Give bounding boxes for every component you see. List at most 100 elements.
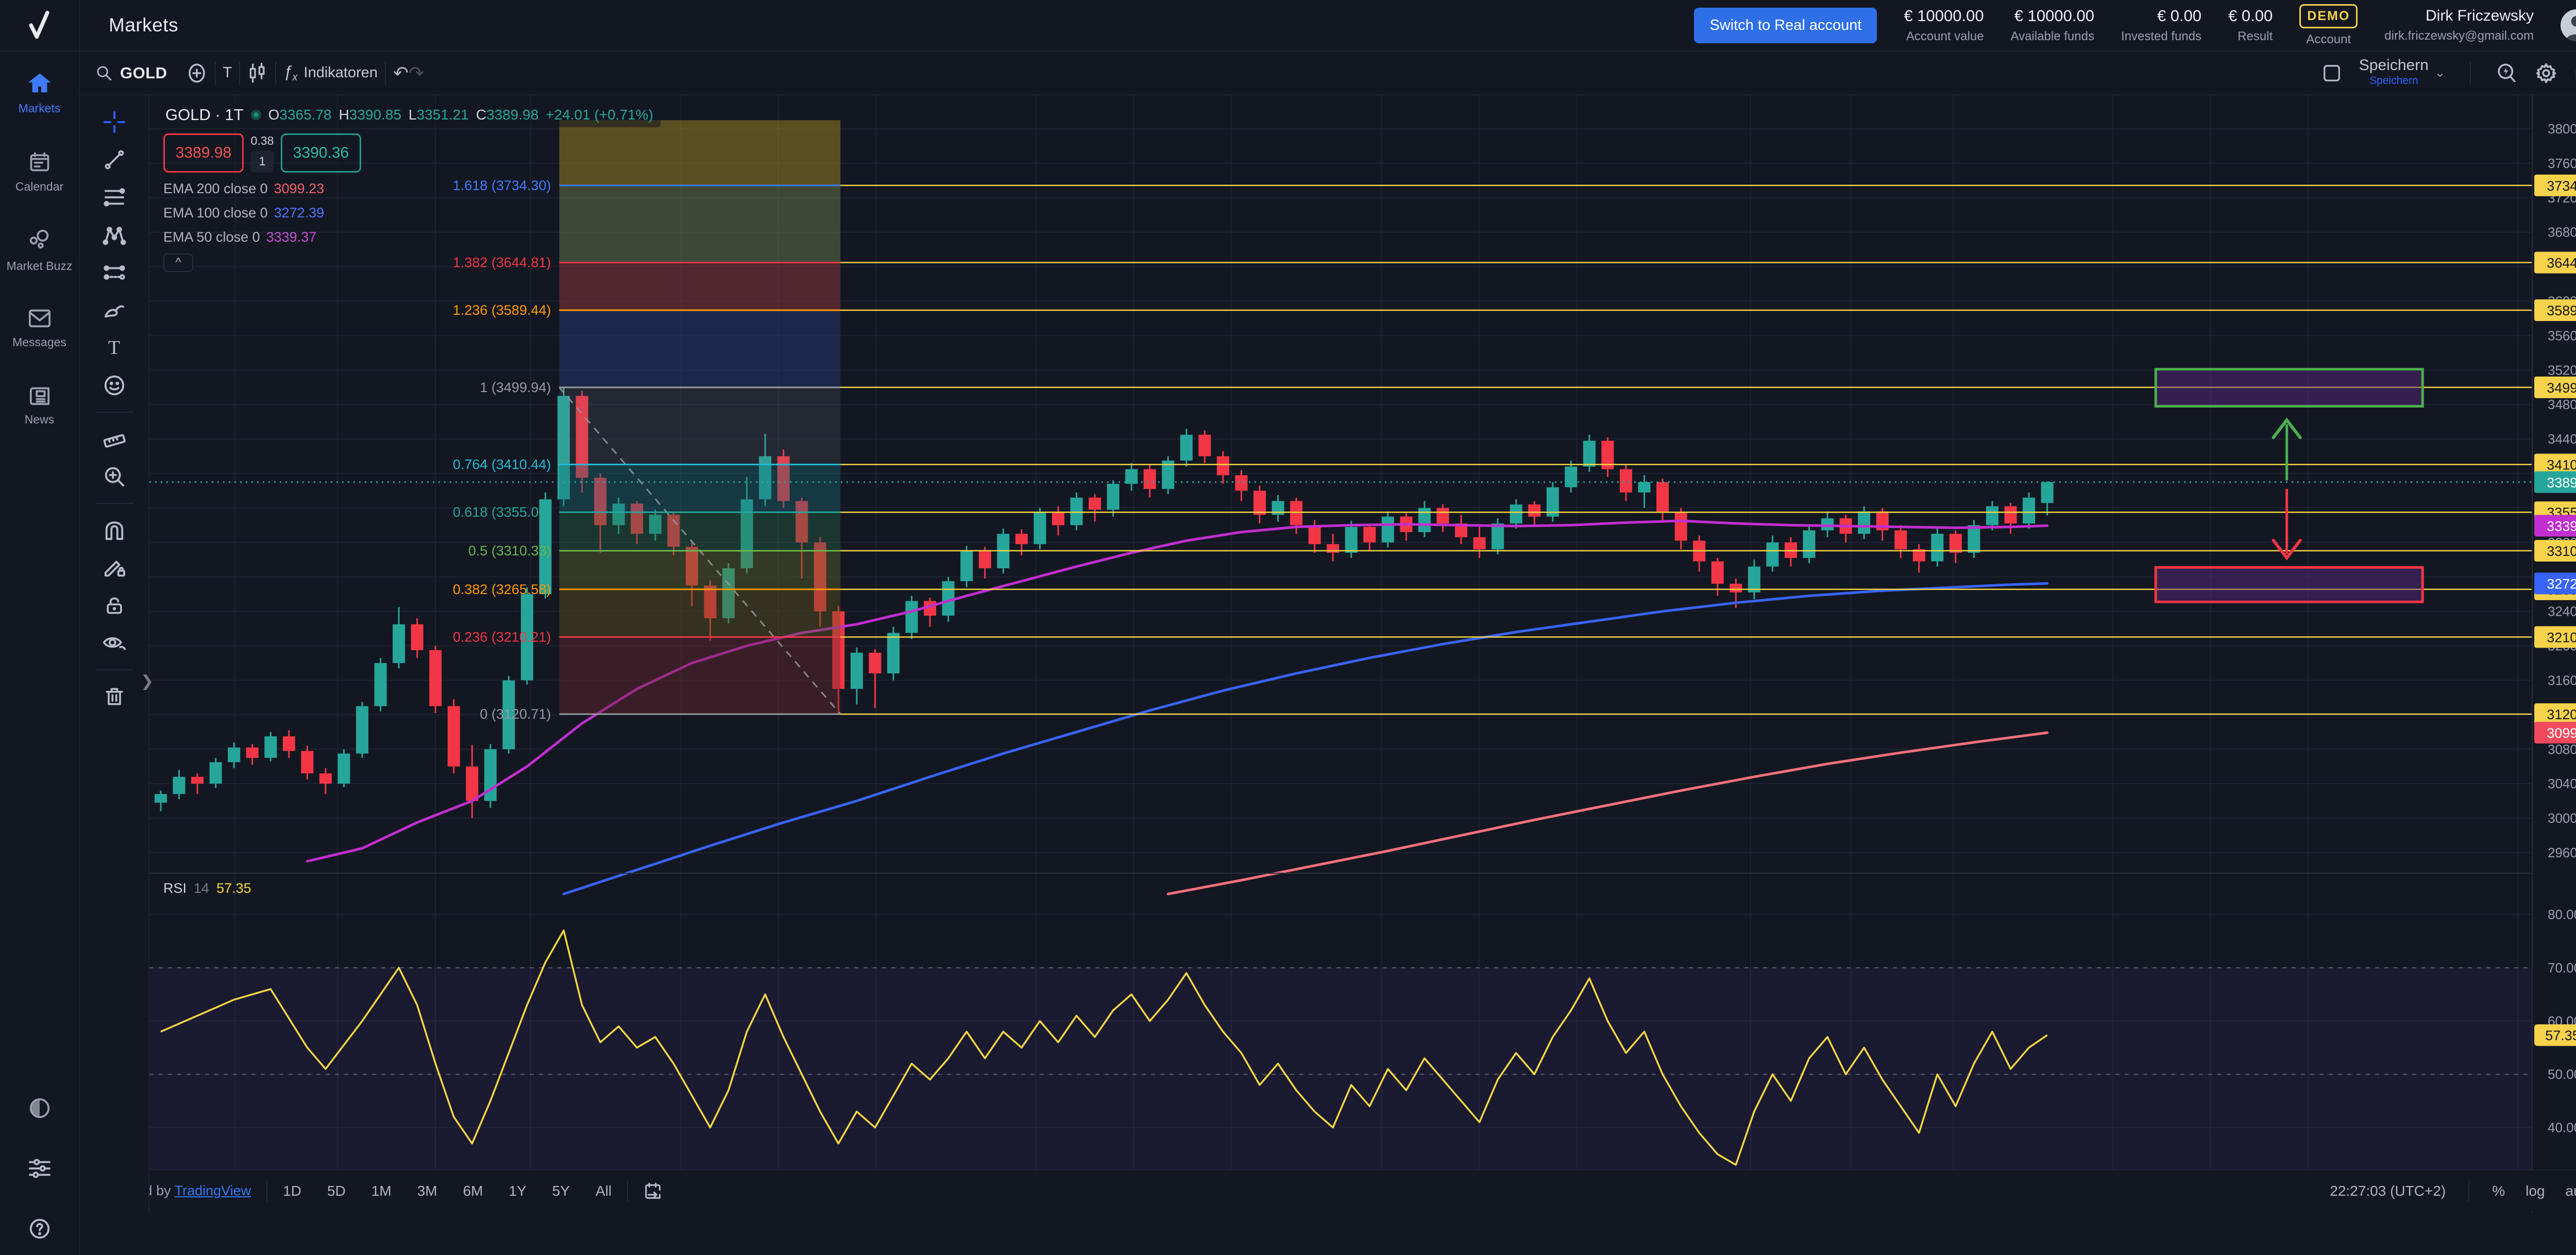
compare-add-icon[interactable]: [186, 62, 208, 84]
ema50-legend[interactable]: EMA 50 close 0 3339.37: [163, 229, 317, 245]
toolbar-divider: [275, 61, 277, 85]
range-5y[interactable]: 5Y: [552, 1182, 570, 1199]
demo-account-badge[interactable]: DEMO Account: [2299, 4, 2358, 47]
ema200-legend[interactable]: EMA 200 close 0 3099.23: [163, 181, 325, 196]
toolbar-divider: [2470, 61, 2471, 85]
auto-scale-toggle[interactable]: auto: [2565, 1182, 2576, 1199]
text-tool-icon[interactable]: T: [108, 337, 121, 359]
person-icon: [2566, 15, 2576, 41]
sidebar-item-news[interactable]: News: [4, 384, 76, 427]
help-icon[interactable]: [28, 1217, 52, 1241]
buy-button[interactable]: 3390.36: [281, 133, 361, 173]
result-stat: € 0.00 Result: [2228, 7, 2273, 43]
svg-text:3040.00: 3040.00: [2548, 776, 2576, 791]
go-to-date-icon[interactable]: [643, 1182, 663, 1200]
magnet-tool-icon[interactable]: [100, 517, 129, 544]
chevron-down-icon: ⌄: [2434, 66, 2445, 80]
bubbles-icon: [29, 229, 48, 249]
layout-panel-icon[interactable]: [2322, 63, 2342, 83]
search-icon: [97, 66, 112, 80]
zoom-in-tool-icon[interactable]: [100, 463, 129, 490]
ema100-line: [562, 582, 2049, 895]
crosshair-tool-icon[interactable]: [100, 109, 129, 135]
sell-button[interactable]: 3389.98: [163, 133, 244, 173]
quick-search-lightning-icon[interactable]: [2496, 62, 2517, 84]
trend-line-tool-icon[interactable]: [100, 146, 129, 173]
tradingview-link[interactable]: TradingView: [174, 1183, 251, 1198]
svg-text:3499.94: 3499.94: [2547, 380, 2576, 396]
svg-text:3589.44: 3589.44: [2547, 303, 2576, 318]
candles-layer: [155, 387, 2054, 819]
svg-text:1.618 (3734.30): 1.618 (3734.30): [453, 178, 551, 193]
supply-zone[interactable]: [2154, 368, 2424, 408]
brush-tool-icon[interactable]: [100, 297, 129, 324]
sidebar-item-market-buzz[interactable]: Market Buzz: [4, 229, 76, 273]
svg-text:3480.00: 3480.00: [2548, 397, 2576, 412]
high-value: 3390.85: [349, 107, 402, 123]
xabcd-pattern-tool-icon[interactable]: [100, 222, 129, 248]
remove-drawings-trash-icon[interactable]: [100, 683, 129, 710]
svg-text:3760.00: 3760.00: [2548, 156, 2576, 171]
sidebar-item-markets[interactable]: Markets: [4, 71, 76, 115]
demand-zone[interactable]: [2154, 566, 2424, 603]
rsi-value: 57.35: [216, 880, 251, 896]
range-6m[interactable]: 6M: [463, 1182, 483, 1199]
ema100-legend[interactable]: EMA 100 close 0 3272.39: [163, 205, 325, 221]
symbol-ohlc-row: GOLD · 1T O3365.78 H3390.85 L3351.21 C33…: [163, 103, 660, 127]
chart-type-candles-icon[interactable]: [247, 62, 268, 84]
quantity-field[interactable]: 1: [250, 150, 274, 173]
avatar[interactable]: [2561, 9, 2576, 41]
invested-funds-stat: € 0.00 Invested funds: [2121, 7, 2202, 43]
percent-scale-toggle[interactable]: %: [2492, 1182, 2505, 1199]
contrast-theme-icon[interactable]: [28, 1096, 52, 1120]
switch-real-account-button[interactable]: Switch to Real account: [1694, 7, 1877, 43]
legend-symbol[interactable]: GOLD · 1T: [165, 106, 244, 124]
hide-drawings-eye-icon[interactable]: [100, 630, 129, 656]
sidebar-item-calendar[interactable]: Calendar: [4, 150, 76, 194]
range-1d[interactable]: 1D: [283, 1182, 301, 1199]
range-3m[interactable]: 3M: [417, 1182, 437, 1199]
svg-text:70.00: 70.00: [2548, 960, 2576, 975]
svg-text:3734.30: 3734.30: [2547, 178, 2576, 194]
interval-button[interactable]: T: [223, 64, 232, 81]
symbol-search[interactable]: GOLD: [95, 64, 167, 82]
range-5d[interactable]: 5D: [327, 1182, 346, 1199]
save-layout-control[interactable]: Speichern Speichern ⌄: [2359, 57, 2445, 89]
fib-retracement-tool-icon[interactable]: [100, 184, 129, 211]
measure-ruler-tool-icon[interactable]: [100, 426, 129, 452]
svg-text:57.35: 57.35: [2545, 1028, 2576, 1043]
gear-icon[interactable]: [2535, 62, 2557, 84]
symbol-label: GOLD: [120, 63, 167, 82]
range-1y[interactable]: 1Y: [509, 1182, 527, 1199]
svg-text:1 (3499.94): 1 (3499.94): [480, 380, 551, 395]
undo-icon[interactable]: ↶: [393, 62, 409, 83]
grid-layer: [149, 95, 2532, 1185]
settings-sliders-icon[interactable]: [28, 1158, 52, 1179]
svg-text:3520.00: 3520.00: [2548, 362, 2576, 378]
lock-all-tool-icon[interactable]: [100, 592, 129, 619]
drawing-toolbar: T: [80, 95, 149, 1213]
svg-text:3680.00: 3680.00: [2548, 225, 2576, 240]
range-1m[interactable]: 1M: [371, 1182, 392, 1199]
svg-text:3560.00: 3560.00: [2548, 328, 2576, 343]
toolbar-divider: [95, 503, 133, 504]
emoji-tool-icon[interactable]: [100, 372, 129, 399]
sidebar-item-messages[interactable]: Messages: [4, 308, 76, 349]
range-all[interactable]: All: [596, 1182, 612, 1199]
redo-icon[interactable]: ↷: [409, 62, 425, 83]
rsi-legend[interactable]: RSI 14 57.35: [163, 880, 251, 896]
ema100-value: 3272.39: [274, 205, 325, 221]
log-scale-toggle[interactable]: log: [2526, 1182, 2545, 1199]
price-chart-svg[interactable]: 1.618 (3734.30) 1.382 (3644.81) 1.236 (358…: [149, 95, 2576, 1213]
toolbar-collapse-chevron[interactable]: ❯: [141, 673, 154, 690]
broker-logo[interactable]: [0, 0, 80, 51]
market-status-dot-icon[interactable]: [250, 110, 261, 120]
clock[interactable]: 22:27:03 (UTC+2): [2330, 1182, 2446, 1199]
forecast-tool-icon[interactable]: [100, 259, 129, 286]
toolbar-divider: [385, 61, 386, 85]
ema200-line: [1166, 731, 2049, 895]
collapse-legend-button[interactable]: ^: [163, 253, 193, 272]
ema50-value: 3339.37: [266, 229, 317, 245]
drawing-mode-lock-icon[interactable]: [100, 554, 129, 581]
indicators-button[interactable]: ƒx Indikatoren: [283, 62, 378, 83]
